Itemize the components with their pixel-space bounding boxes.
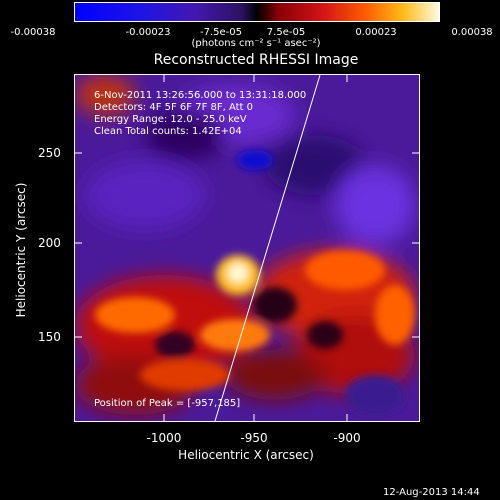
rhessi-image [75,75,419,421]
x-tick-label: -950 [240,431,268,445]
axis-ticks [74,74,420,422]
image-frame [74,74,420,422]
y-axis-label: Heliocentric Y (arcsec) [14,182,28,318]
colorbar-tick-label: 0.00038 [451,27,493,38]
peak-position-label: Position of Peak = [-957,185] [94,398,241,409]
info-time-range: 6-Nov-2011 13:26:56.000 to 13:31:18.000 [94,90,307,101]
colorbar-tick-label: -0.00038 [10,27,56,38]
x-axis-label: Heliocentric X (arcsec) [178,448,314,462]
footer-date: 12-Aug-2013 14:44 [383,487,480,498]
y-tick-label: 250 [38,146,61,160]
colorbar-tick-label: 0.00023 [355,27,397,38]
colorbar-tick-label: -7.5e-05 [200,27,242,38]
y-tick-label: 200 [38,236,61,250]
colorbar [74,2,440,22]
y-tick-label: 150 [38,330,61,344]
colorbar-unit-label: (photons cm⁻² s⁻¹ asec⁻²) [191,38,321,49]
colorbar-tick-label: -0.00023 [125,27,171,38]
colorbar-tick-label: 7.5e-05 [266,27,306,38]
x-tick-label: -1000 [146,431,182,445]
x-tick-label: -900 [333,431,361,445]
info-detectors: Detectors: 4F 5F 6F 7F 8F, Att 0 [94,102,254,113]
info-energy-range: Energy Range: 12.0 - 25.0 keV [94,114,247,125]
plot-title: Reconstructed RHESSI Image [153,52,359,68]
colorbar-gradient [75,3,439,21]
info-clean-counts: Clean Total counts: 1.42E+04 [94,126,242,137]
